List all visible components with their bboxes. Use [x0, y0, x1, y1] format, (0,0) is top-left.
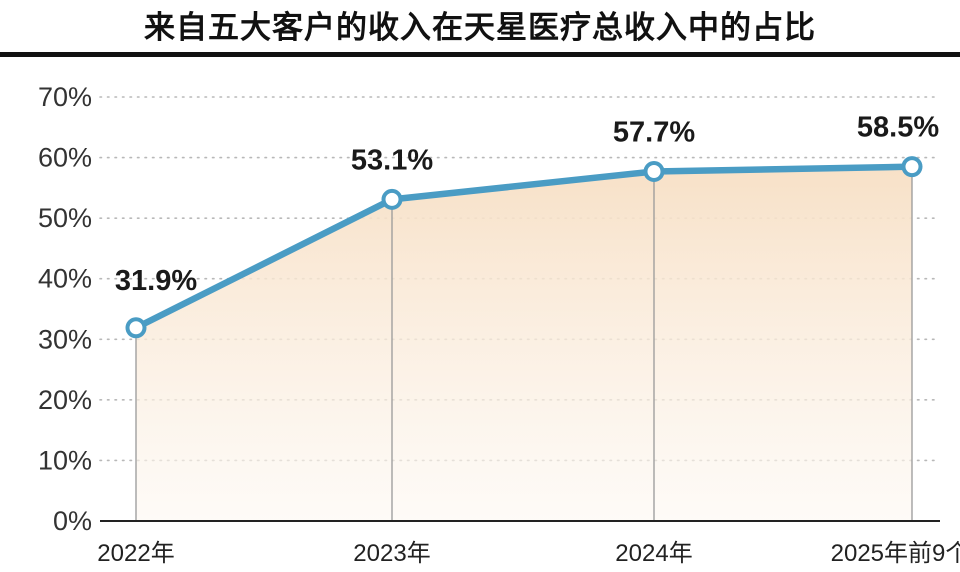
x-tick-label-0: 2022年 [97, 540, 174, 567]
y-tick-label-50: 50% [38, 203, 92, 233]
y-tick-label-30: 30% [38, 324, 92, 354]
area-fill [136, 166, 912, 521]
data-point-1 [381, 188, 403, 210]
data-label-2: 57.7% [613, 117, 695, 149]
y-tick-label-10: 10% [38, 445, 92, 475]
data-point-2 [643, 161, 665, 183]
y-tick-label-70: 70% [38, 82, 92, 112]
data-label-3: 58.5% [857, 112, 939, 144]
y-tick-label-60: 60% [38, 143, 92, 173]
title-rule [0, 52, 960, 57]
x-tick-label-2: 2024年 [615, 540, 692, 567]
chart-title: 来自五大客户的收入在天星医疗总收入中的占比 [144, 10, 816, 46]
y-tick-label-40: 40% [38, 264, 92, 294]
data-point-0 [125, 317, 147, 339]
y-tick-label-0: 0% [53, 506, 92, 536]
data-point-3 [901, 156, 923, 178]
series-line [132, 163, 916, 332]
x-tick-label-1: 2023年 [353, 540, 430, 567]
y-tick-label-20: 20% [38, 385, 92, 415]
data-label-0: 31.9% [115, 265, 197, 297]
data-label-1: 53.1% [351, 144, 433, 176]
x-tick-label-3: 2025年前9个月 [831, 540, 960, 567]
